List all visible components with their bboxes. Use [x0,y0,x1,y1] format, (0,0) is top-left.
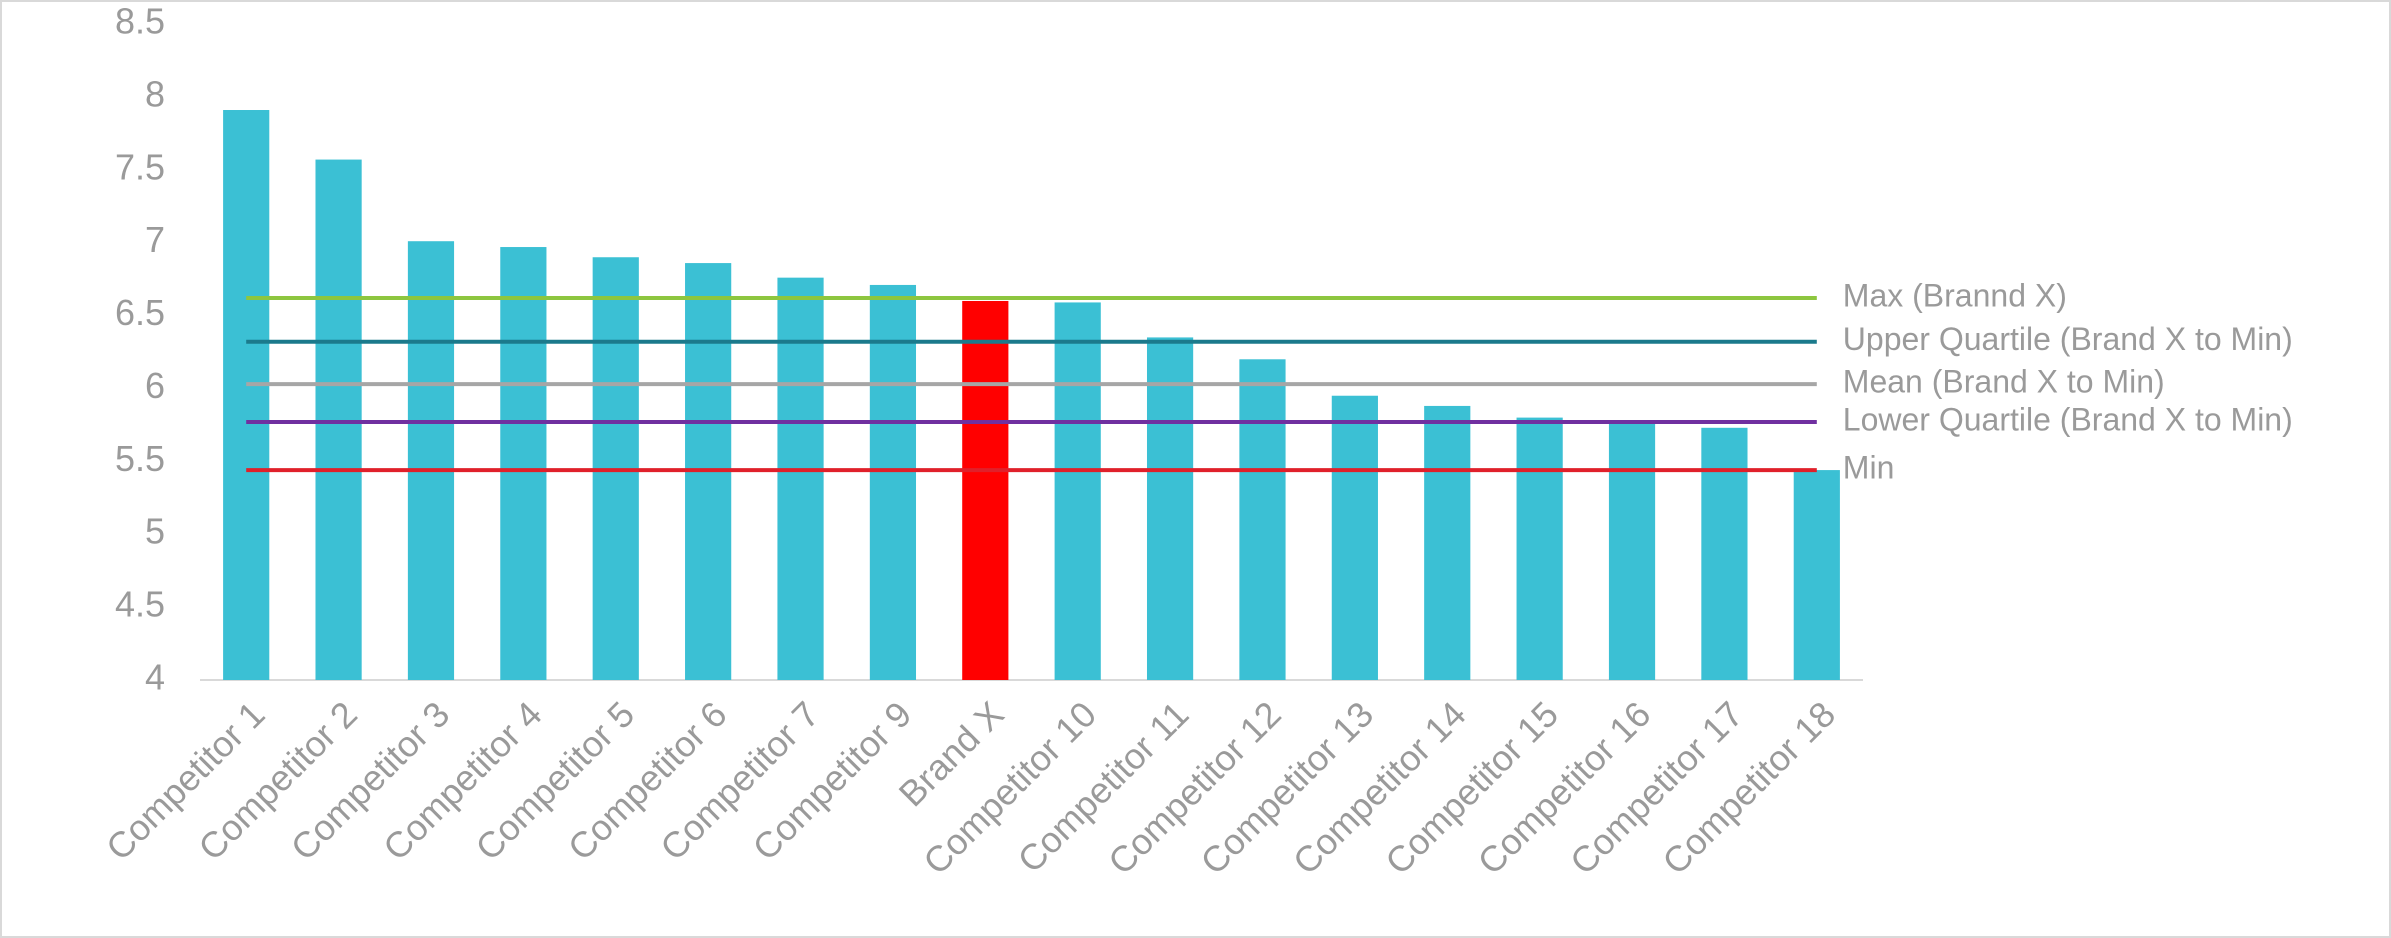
y-tick-label: 5 [145,511,165,552]
bar [777,277,824,680]
bar [1701,427,1748,680]
bar [315,159,362,680]
bar [869,284,917,680]
y-tick-label: 7 [145,219,165,260]
bar [1516,417,1563,680]
y-tick-label: 6 [145,365,165,406]
reference-label: Min [1843,450,1895,486]
bar [962,300,1009,680]
y-tick-label: 4.5 [115,584,165,625]
y-tick-label: 8.5 [115,1,165,42]
reference-label: Upper Quartile (Brand X to Min) [1843,321,2293,357]
y-tick-label: 7.5 [115,146,165,187]
bar [223,110,270,680]
reference-label: Mean (Brand X to Min) [1843,364,2165,400]
reference-label: Max (Brannd X) [1843,278,2067,314]
bar [1424,405,1471,680]
bar [407,241,455,680]
bar [1239,359,1286,680]
y-tick-label: 4 [145,657,165,698]
bar [1331,395,1378,680]
bar [500,247,547,681]
y-tick-label: 8 [145,73,165,114]
reference-label: Lower Quartile (Brand X to Min) [1843,401,2293,437]
bar [1793,470,1840,680]
y-tick-label: 6.5 [115,292,165,333]
bar [1146,337,1194,680]
bar [1608,421,1656,680]
y-tick-label: 5.5 [115,438,165,479]
bar [1054,302,1101,680]
